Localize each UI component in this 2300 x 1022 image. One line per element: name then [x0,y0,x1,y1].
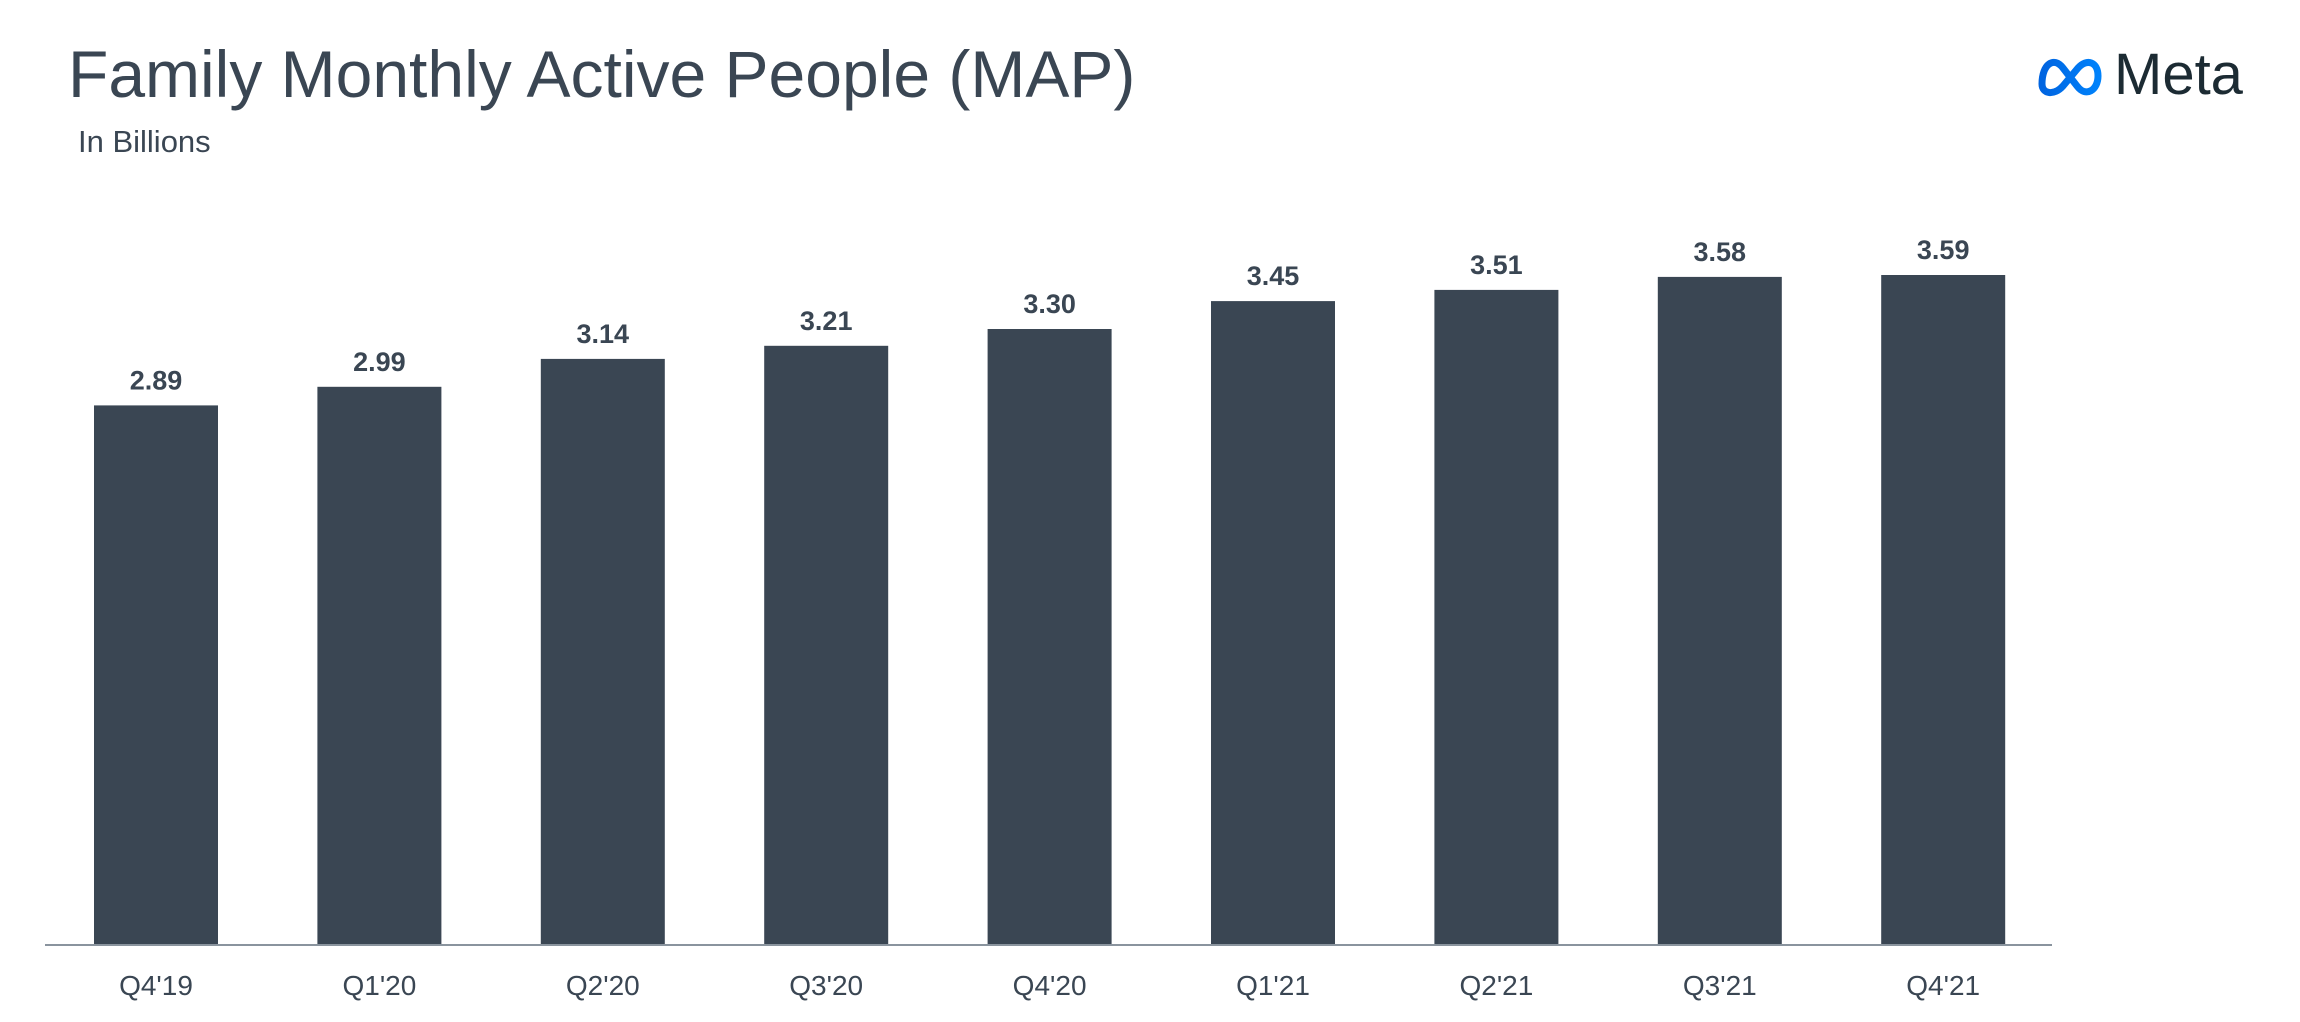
data-label-1: 2.99 [353,347,406,377]
x-tick-label-6: Q2'21 [1459,970,1533,1001]
data-label-4: 3.30 [1023,289,1076,319]
bar-2 [540,358,665,944]
bar-0 [94,405,218,944]
chart-subtitle: In Billions [78,124,211,159]
x-tick-label-8: Q4'21 [1906,970,1980,1001]
data-label-6: 3.51 [1470,250,1523,280]
bar-1 [317,386,442,944]
data-label-0: 2.89 [130,365,183,395]
data-label-3: 3.21 [800,306,853,336]
bar-7 [1657,276,1782,944]
bar-4 [987,329,1112,944]
x-tick-label-4: Q4'20 [1013,970,1087,1001]
x-tick-label-2: Q2'20 [566,970,640,1001]
meta-infinity-icon [2038,59,2102,96]
chart-title: Family Monthly Active People (MAP) [68,37,1136,111]
bar-5 [1211,301,1335,945]
x-tick-label-0: Q4'19 [119,970,193,1001]
bar-3 [764,345,889,944]
data-label-2: 3.14 [577,319,630,349]
bar-8 [1881,275,2006,944]
data-label-5: 3.45 [1247,261,1300,291]
x-tick-label-1: Q1'20 [342,970,416,1001]
x-tick-label-7: Q3'21 [1683,970,1757,1001]
data-label-7: 3.58 [1694,237,1747,267]
x-tick-label-3: Q3'20 [789,970,863,1001]
meta-wordmark: Meta [2114,42,2243,107]
x-tick-label-5: Q1'21 [1236,970,1310,1001]
bar-6 [1434,289,1559,944]
data-label-8: 3.59 [1917,235,1970,265]
meta-logo: Meta [2034,40,2264,110]
